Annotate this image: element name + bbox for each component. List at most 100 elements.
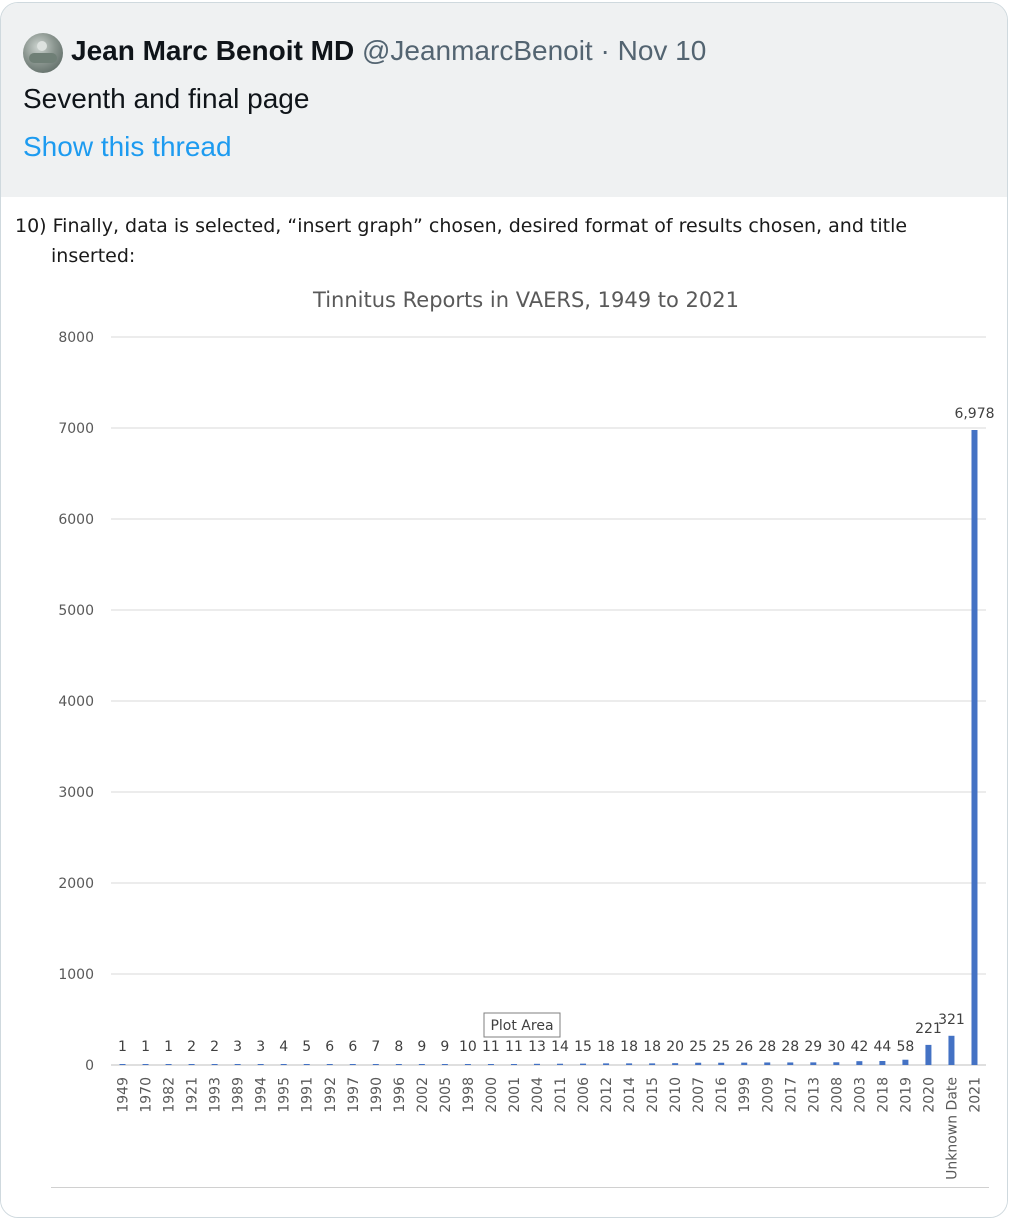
x-tick-label: 1989	[231, 1077, 247, 1113]
x-tick-label: 2006	[576, 1077, 592, 1113]
avatar[interactable]	[23, 33, 63, 73]
author-handle[interactable]: @JeanmarcBenoit	[361, 35, 593, 66]
x-tick-label: 2012	[599, 1077, 615, 1113]
bar	[580, 1063, 587, 1065]
plot-area-tooltip	[483, 1012, 561, 1038]
data-label: 58	[896, 1039, 914, 1055]
bar	[119, 1064, 126, 1065]
x-tick-label: 1949	[116, 1077, 132, 1113]
x-tick-label: 2021	[967, 1077, 983, 1113]
x-tick-label: 2003	[852, 1077, 868, 1113]
data-label: 8	[394, 1039, 403, 1055]
x-tick-label: 2011	[553, 1077, 569, 1113]
bar	[718, 1062, 725, 1065]
x-tick-label: 1992	[323, 1077, 339, 1113]
show-thread-link[interactable]: Show this thread	[23, 131, 232, 162]
x-tick-label: 1996	[392, 1077, 408, 1113]
x-tick-label: 2002	[415, 1077, 431, 1113]
x-tick-label: 2019	[898, 1077, 914, 1113]
tweet-header: Jean Marc Benoit MD @JeanmarcBenoit · No…	[1, 3, 1007, 197]
data-label: 25	[689, 1039, 707, 1055]
plot-area-tooltip-text: Plot Area	[490, 1018, 553, 1034]
bar	[626, 1063, 633, 1065]
x-tick-label: 2020	[921, 1077, 937, 1113]
separator: ·	[600, 35, 610, 66]
x-tick-label: 1994	[254, 1077, 270, 1113]
bar	[649, 1063, 656, 1065]
data-label: 10	[459, 1039, 477, 1055]
data-label: 30	[827, 1039, 845, 1055]
bar-chart: Tinnitus Reports in VAERS, 1949 to 2021 0…	[58, 288, 994, 1180]
data-label: 6,978	[954, 406, 994, 422]
bar	[234, 1064, 241, 1065]
x-tick-label: 1995	[277, 1077, 293, 1113]
x-tick-label: 2005	[438, 1077, 454, 1113]
data-label: 1	[141, 1039, 150, 1055]
bar	[971, 430, 978, 1065]
y-tick-label: 7000	[58, 421, 94, 437]
x-tick-label: 2016	[714, 1077, 730, 1113]
bar	[211, 1064, 218, 1065]
x-tick-label: 2008	[829, 1077, 845, 1113]
bar	[487, 1063, 494, 1065]
x-tick-label: 2000	[484, 1077, 500, 1113]
data-label: 44	[873, 1039, 891, 1055]
x-tick-label: 2015	[645, 1077, 661, 1113]
x-tick-label: 2013	[806, 1077, 822, 1113]
bar	[280, 1064, 287, 1065]
bar	[764, 1062, 771, 1065]
x-tick-label: 1998	[461, 1077, 477, 1113]
data-label: 6	[348, 1039, 357, 1055]
x-tick-label: 2004	[530, 1077, 546, 1113]
x-tick-label: 2017	[783, 1077, 799, 1113]
x-tick-label: 1921	[185, 1077, 201, 1113]
tweet-text: Seventh and final page	[23, 83, 310, 114]
data-label: 26	[735, 1039, 753, 1055]
x-tick-label: 1993	[208, 1077, 224, 1113]
bar	[603, 1063, 610, 1065]
data-label: 9	[440, 1039, 449, 1055]
x-tick-label: 1970	[139, 1077, 155, 1113]
bar	[395, 1064, 402, 1065]
bar	[879, 1060, 886, 1065]
author-name[interactable]: Jean Marc Benoit MD	[71, 35, 355, 66]
data-label: 3	[256, 1039, 265, 1055]
y-tick-label: 6000	[58, 512, 94, 528]
data-label: 28	[758, 1039, 776, 1055]
x-tick-label: 2014	[622, 1077, 638, 1113]
bar	[464, 1064, 471, 1065]
data-label: 18	[597, 1039, 615, 1055]
bar	[142, 1064, 149, 1065]
data-label: 4	[279, 1039, 288, 1055]
data-label: 18	[643, 1039, 661, 1055]
tweet-image[interactable]: 10) Finally, data is selected, “insert g…	[1, 197, 1007, 1217]
bar	[349, 1064, 356, 1065]
y-tick-label: 2000	[58, 876, 94, 892]
data-label: 28	[781, 1039, 799, 1055]
data-label: 5	[302, 1039, 311, 1055]
author-line: Jean Marc Benoit MD @JeanmarcBenoit · No…	[71, 35, 706, 67]
data-label: 20	[666, 1039, 684, 1055]
data-label: 13	[528, 1039, 546, 1055]
bar	[695, 1062, 702, 1065]
bar	[188, 1064, 195, 1065]
data-label: 29	[804, 1039, 822, 1055]
data-label: 221	[915, 1021, 942, 1037]
step-line-1: 10) Finally, data is selected, “insert g…	[15, 215, 908, 237]
bar	[833, 1062, 840, 1065]
bar	[557, 1063, 564, 1065]
data-label: 3	[233, 1039, 242, 1055]
x-tick-label: 1982	[162, 1077, 178, 1113]
x-tick-label: 2009	[760, 1077, 776, 1113]
data-label: 2	[187, 1039, 196, 1055]
x-tick-label: 2001	[507, 1077, 523, 1113]
bar	[672, 1063, 679, 1065]
x-tick-label: 1997	[346, 1077, 362, 1113]
bar	[303, 1064, 310, 1065]
y-tick-label: 3000	[58, 785, 94, 801]
bar	[925, 1044, 932, 1065]
y-tick-label: 8000	[58, 330, 94, 346]
data-label: 25	[712, 1039, 730, 1055]
tweet-date[interactable]: Nov 10	[617, 35, 707, 66]
